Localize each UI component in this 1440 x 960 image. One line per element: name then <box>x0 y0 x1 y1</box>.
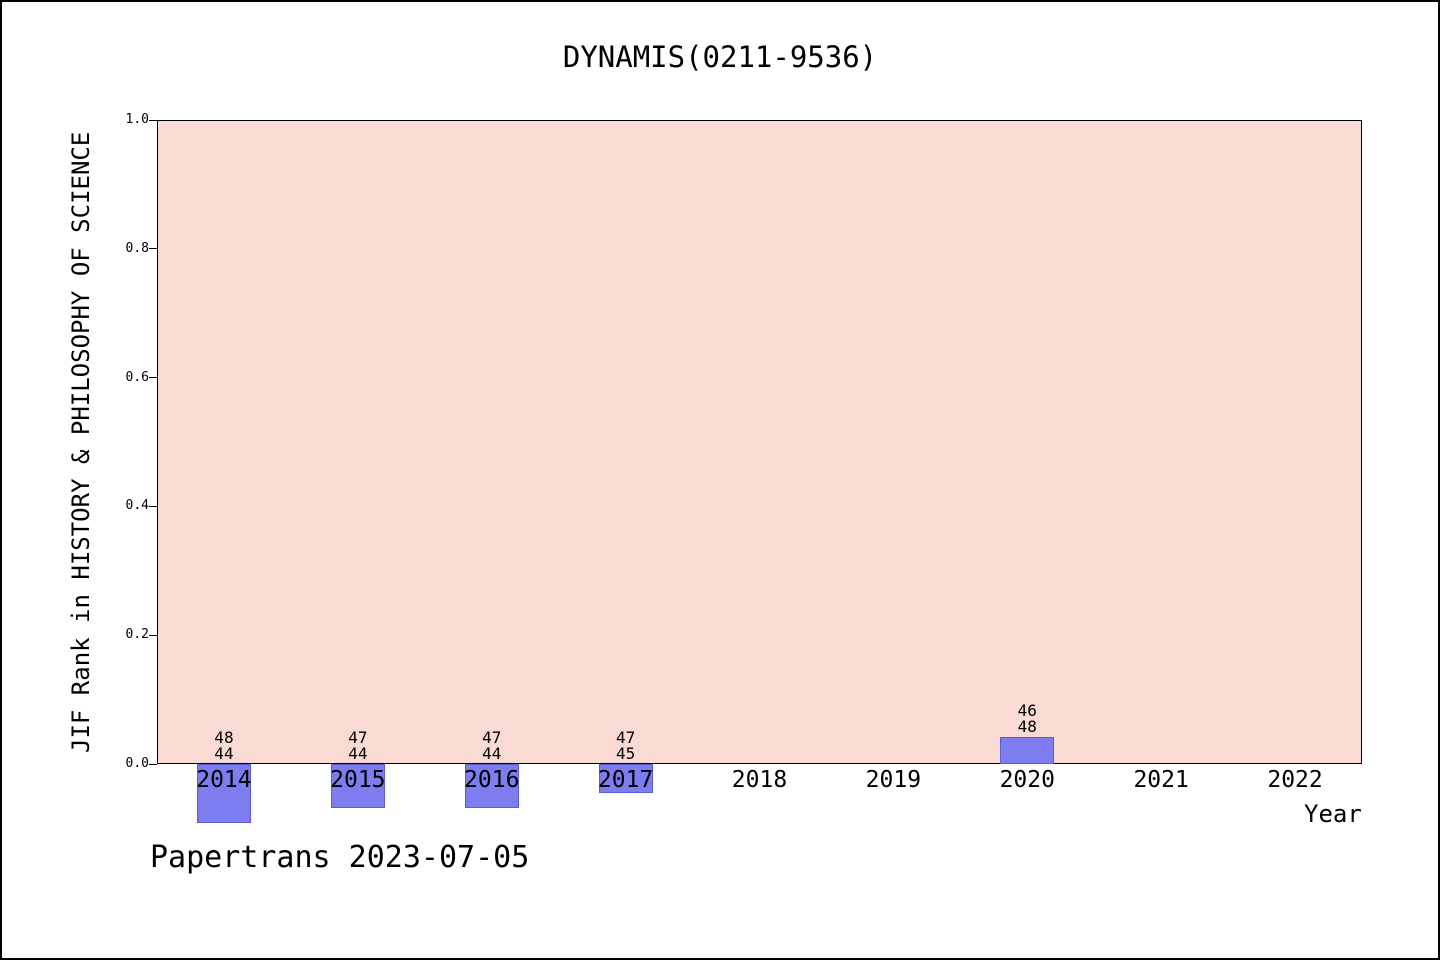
bar-2016 <box>464 764 519 808</box>
y-tick-mark <box>149 248 157 250</box>
x-tick-label-2020: 2020 <box>999 767 1055 793</box>
y-tick-label: 1.0 <box>125 112 149 127</box>
bar-2020 <box>1000 737 1055 764</box>
y-tick-label: 0.0 <box>125 756 149 771</box>
x-tick-label-2014: 2014 <box>196 767 252 793</box>
x-tick-label-2015: 2015 <box>330 767 386 793</box>
y-tick-label: 0.8 <box>125 240 149 256</box>
y-tick-label: 0.4 <box>125 498 149 514</box>
x-tick-label-2018: 2018 <box>731 767 788 793</box>
bar-2015 <box>330 764 385 808</box>
x-axis-label: Year <box>1304 800 1362 828</box>
y-tick-mark <box>149 377 157 379</box>
bar-2014 <box>196 764 251 823</box>
footer-text: Papertrans 2023-07-05 <box>150 840 530 875</box>
x-tick-label-2017: 2017 <box>597 767 654 793</box>
y-tick-label: 0.6 <box>125 369 149 385</box>
bar-label-2014: 48 44 <box>214 728 234 763</box>
x-tick-label-2021: 2021 <box>1133 767 1189 793</box>
y-tick-mark <box>149 119 157 121</box>
chart-title: DYNAMIS(0211-9536) <box>562 40 878 74</box>
y-tick-mark <box>149 763 157 765</box>
bar-2017 <box>598 764 653 793</box>
bar-label-2017: 47 45 <box>615 728 636 763</box>
x-tick-label-2022: 2022 <box>1267 767 1323 793</box>
bar-label-2020: 46 48 <box>1017 701 1037 737</box>
x-tick-label-2016: 2016 <box>464 767 520 793</box>
y-tick-label: 0.2 <box>125 627 149 643</box>
bar-label-2015: 47 44 <box>348 728 368 763</box>
y-tick-mark <box>149 634 157 636</box>
plot-area <box>157 120 1362 764</box>
bar-label-2016: 47 44 <box>482 728 502 763</box>
y-tick-mark <box>149 505 157 507</box>
x-tick-label-2019: 2019 <box>865 767 922 793</box>
